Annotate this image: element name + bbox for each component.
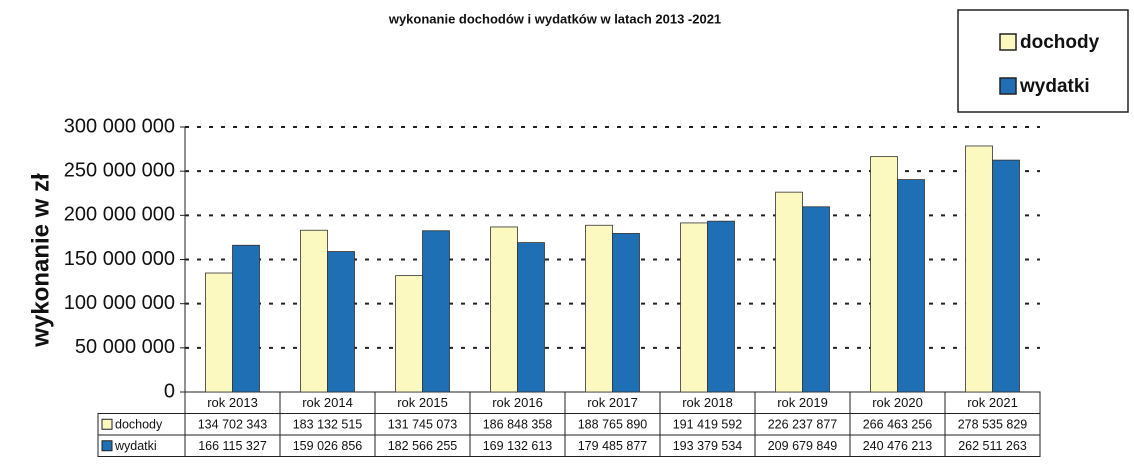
bar xyxy=(205,272,233,393)
table-value: 186 848 358 xyxy=(483,418,553,432)
y-tick-label: 150 000 000 xyxy=(64,248,175,270)
bar xyxy=(870,156,898,393)
y-axis-label: wykonanie w zł xyxy=(27,173,54,348)
chart-title: wykonanie dochodów i wydatków w latach 2… xyxy=(388,11,721,26)
bar xyxy=(802,206,830,393)
legend-box xyxy=(957,9,1129,113)
bar xyxy=(585,224,613,393)
y-tick-label: 0 xyxy=(164,380,175,402)
table-swatch xyxy=(101,440,113,452)
bar xyxy=(897,179,925,393)
y-tick-label: 100 000 000 xyxy=(64,292,175,314)
table-row-label: dochody xyxy=(115,418,163,432)
x-tick-label: rok 2014 xyxy=(302,395,353,410)
table-value: 262 511 263 xyxy=(958,439,1027,453)
y-tick-label: 200 000 000 xyxy=(64,204,175,226)
bar xyxy=(992,159,1020,393)
x-tick-label: rok 2018 xyxy=(682,395,733,410)
x-tick-label: rok 2017 xyxy=(587,395,638,410)
x-tick-label: rok 2013 xyxy=(207,395,258,410)
table-value: 166 115 327 xyxy=(198,439,267,453)
y-tick-label: 50 000 000 xyxy=(75,336,175,358)
table-row-label: wydatki xyxy=(114,439,157,453)
legend-label: dochody xyxy=(1020,32,1100,53)
bar xyxy=(327,251,355,393)
x-tick-label: rok 2016 xyxy=(492,395,543,410)
x-tick-label: rok 2020 xyxy=(872,395,923,410)
table-value: 188 765 890 xyxy=(578,418,648,432)
bar xyxy=(965,145,993,393)
legend-swatch xyxy=(999,77,1017,95)
x-tick-label: rok 2021 xyxy=(967,395,1018,410)
x-tick-label: rok 2019 xyxy=(777,395,828,410)
bar xyxy=(517,242,545,393)
bar xyxy=(490,226,518,393)
bar xyxy=(300,229,328,393)
bar xyxy=(707,220,735,393)
table-value: 193 379 534 xyxy=(673,439,743,453)
y-tick-label: 300 000 000 xyxy=(64,115,175,137)
bar xyxy=(612,233,640,393)
legend-label: wydatki xyxy=(1019,76,1090,97)
table-value: 182 566 255 xyxy=(388,439,458,453)
table-value: 226 237 877 xyxy=(768,418,838,432)
table-swatch xyxy=(101,418,113,430)
x-tick-label: rok 2015 xyxy=(397,395,448,410)
table-value: 278 535 829 xyxy=(958,418,1028,432)
bar xyxy=(395,275,423,393)
table-value: 240 476 213 xyxy=(863,439,933,453)
table-value: 131 745 073 xyxy=(388,418,458,432)
table-value: 179 485 877 xyxy=(578,439,648,453)
table-value: 134 702 343 xyxy=(198,418,268,432)
table-value: 169 132 613 xyxy=(483,439,553,453)
bar xyxy=(775,191,803,393)
table-value: 266 463 256 xyxy=(863,418,933,432)
bar xyxy=(422,230,450,393)
table-value: 183 132 515 xyxy=(293,418,363,432)
table-value: 191 419 592 xyxy=(673,418,743,432)
y-tick-label: 250 000 000 xyxy=(64,159,175,181)
bar xyxy=(232,244,260,393)
bar xyxy=(680,222,708,393)
table-value: 209 679 849 xyxy=(768,439,838,453)
legend-swatch xyxy=(999,33,1017,51)
table-value: 159 026 856 xyxy=(293,439,363,453)
